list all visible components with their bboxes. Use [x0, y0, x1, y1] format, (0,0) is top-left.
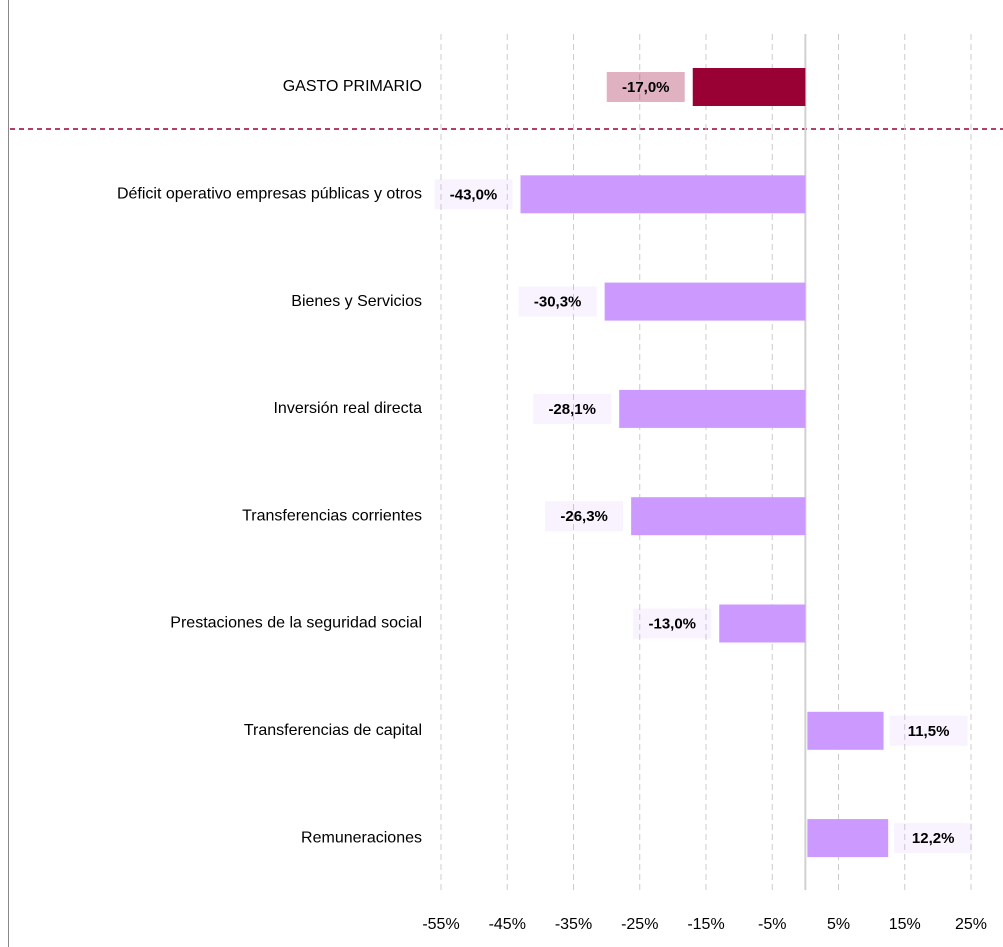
x-tick-label: -25%	[621, 916, 658, 933]
x-tick-label: -45%	[489, 916, 526, 933]
category-label: GASTO PRIMARIO	[283, 78, 422, 95]
value-label-bg	[889, 715, 968, 746]
category-label: Transferencias corrientes	[242, 507, 422, 524]
value-label: -17,0%	[622, 79, 670, 96]
category-label: Transferencias de capital	[244, 722, 422, 739]
x-tick-label: -35%	[555, 916, 592, 933]
x-tick-label: 5%	[827, 916, 850, 933]
x-tick-label: 25%	[955, 916, 987, 933]
category-label: Remuneraciones	[301, 829, 422, 846]
bar	[520, 175, 806, 214]
value-label: -43,0%	[450, 186, 498, 203]
bar	[692, 68, 806, 106]
value-label-bg	[533, 393, 612, 424]
category-label: Déficit operativo empresas públicas y ot…	[117, 186, 422, 203]
bar	[619, 389, 806, 428]
value-label-bg	[434, 179, 513, 210]
value-label: 11,5%	[908, 723, 950, 740]
value-label-bg	[606, 72, 685, 102]
category-label: Prestaciones de la seguridad social	[170, 615, 422, 632]
category-label: Inversión real directa	[273, 400, 422, 417]
x-tick-label: -15%	[687, 916, 724, 933]
value-label: -13,0%	[648, 615, 696, 632]
value-label: -28,1%	[548, 401, 596, 418]
value-label: 12,2%	[912, 830, 955, 847]
bar	[604, 282, 806, 321]
value-label-bg	[518, 286, 597, 317]
x-tick-label: -55%	[422, 916, 459, 933]
bar	[807, 711, 884, 750]
value-label-bg	[633, 608, 712, 639]
value-label: -30,3%	[534, 294, 582, 311]
category-label: Bienes y Servicios	[291, 293, 422, 310]
bar	[719, 604, 806, 643]
bar	[631, 497, 806, 536]
value-label: -26,3%	[560, 508, 608, 525]
x-tick-label: 15%	[889, 916, 921, 933]
x-tick-label: -5%	[758, 916, 786, 933]
bar	[807, 819, 889, 858]
value-label-bg	[894, 823, 973, 854]
value-label-bg	[545, 501, 624, 532]
